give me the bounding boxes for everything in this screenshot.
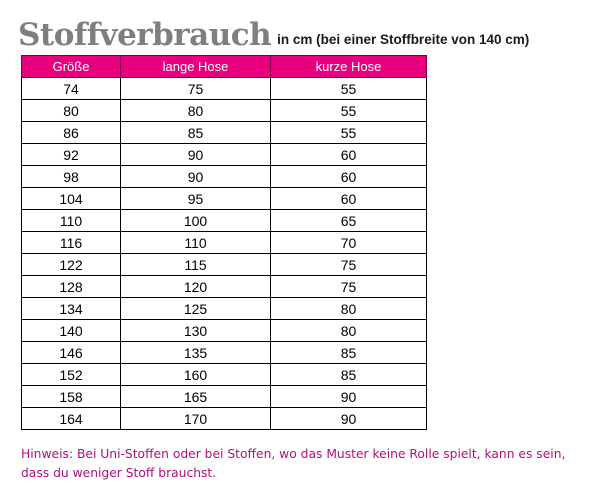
fabric-usage-table: Größe lange Hose kurze Hose 74 75 55 80 …	[21, 55, 427, 430]
cell-size: 140	[21, 319, 121, 342]
table-row: 86 85 55	[21, 121, 427, 144]
cell-long-pants: 125	[120, 297, 271, 320]
cell-long-pants: 110	[120, 231, 271, 254]
cell-short-pants: 65	[270, 209, 427, 232]
cell-short-pants: 60	[270, 187, 427, 210]
table-row: 152 160 85	[21, 363, 427, 386]
cell-short-pants: 75	[270, 275, 427, 298]
table-row: 116 110 70	[21, 231, 427, 254]
cell-size: 104	[21, 187, 121, 210]
table-row: 92 90 60	[21, 143, 427, 166]
cell-long-pants: 80	[120, 99, 271, 122]
cell-short-pants: 80	[270, 319, 427, 342]
cell-size: 92	[21, 143, 121, 166]
hint-note: Hinweis: Bei Uni-Stoffen oder bei Stoffe…	[21, 445, 591, 483]
table-row: 128 120 75	[21, 275, 427, 298]
cell-short-pants: 85	[270, 363, 427, 386]
cell-size: 80	[21, 99, 121, 122]
table-row: 104 95 60	[21, 187, 427, 210]
page-title-row: Stoffverbrauch in cm (bei einer Stoffbre…	[18, 12, 529, 52]
cell-short-pants: 85	[270, 341, 427, 364]
cell-short-pants: 60	[270, 165, 427, 188]
cell-long-pants: 95	[120, 187, 271, 210]
cell-size: 164	[21, 407, 121, 430]
cell-long-pants: 115	[120, 253, 271, 276]
cell-long-pants: 85	[120, 121, 271, 144]
cell-short-pants: 90	[270, 407, 427, 430]
cell-short-pants: 55	[270, 77, 427, 100]
cell-size: 128	[21, 275, 121, 298]
cell-size: 134	[21, 297, 121, 320]
header-short-pants: kurze Hose	[270, 55, 427, 78]
cell-size: 152	[21, 363, 121, 386]
table-row: 158 165 90	[21, 385, 427, 408]
cell-long-pants: 120	[120, 275, 271, 298]
cell-long-pants: 100	[120, 209, 271, 232]
header-long-pants: lange Hose	[120, 55, 271, 78]
hint-line-2: dass du weniger Stoff brauchst.	[21, 466, 217, 480]
table-row: 110 100 65	[21, 209, 427, 232]
cell-long-pants: 165	[120, 385, 271, 408]
cell-size: 98	[21, 165, 121, 188]
cell-long-pants: 130	[120, 319, 271, 342]
page-title: Stoffverbrauch	[18, 17, 272, 53]
header-size: Größe	[21, 55, 121, 78]
table-row: 98 90 60	[21, 165, 427, 188]
cell-long-pants: 90	[120, 143, 271, 166]
table-row: 80 80 55	[21, 99, 427, 122]
cell-short-pants: 90	[270, 385, 427, 408]
hint-line-1: Hinweis: Bei Uni-Stoffen oder bei Stoffe…	[21, 447, 566, 461]
cell-size: 122	[21, 253, 121, 276]
cell-short-pants: 75	[270, 253, 427, 276]
table-row: 74 75 55	[21, 77, 427, 100]
table-row: 140 130 80	[21, 319, 427, 342]
cell-size: 116	[21, 231, 121, 254]
cell-long-pants: 135	[120, 341, 271, 364]
cell-size: 146	[21, 341, 121, 364]
cell-long-pants: 90	[120, 165, 271, 188]
cell-short-pants: 55	[270, 121, 427, 144]
cell-size: 110	[21, 209, 121, 232]
table-row: 122 115 75	[21, 253, 427, 276]
table-header-row: Größe lange Hose kurze Hose	[21, 55, 427, 78]
page-subtitle: in cm (bei einer Stoffbreite von 140 cm)	[277, 32, 530, 47]
table-row: 146 135 85	[21, 341, 427, 364]
cell-short-pants: 60	[270, 143, 427, 166]
cell-size: 74	[21, 77, 121, 100]
cell-short-pants: 80	[270, 297, 427, 320]
cell-size: 158	[21, 385, 121, 408]
cell-long-pants: 75	[120, 77, 271, 100]
cell-short-pants: 70	[270, 231, 427, 254]
table-row: 164 170 90	[21, 407, 427, 430]
cell-long-pants: 160	[120, 363, 271, 386]
cell-long-pants: 170	[120, 407, 271, 430]
cell-size: 86	[21, 121, 121, 144]
cell-short-pants: 55	[270, 99, 427, 122]
table-row: 134 125 80	[21, 297, 427, 320]
